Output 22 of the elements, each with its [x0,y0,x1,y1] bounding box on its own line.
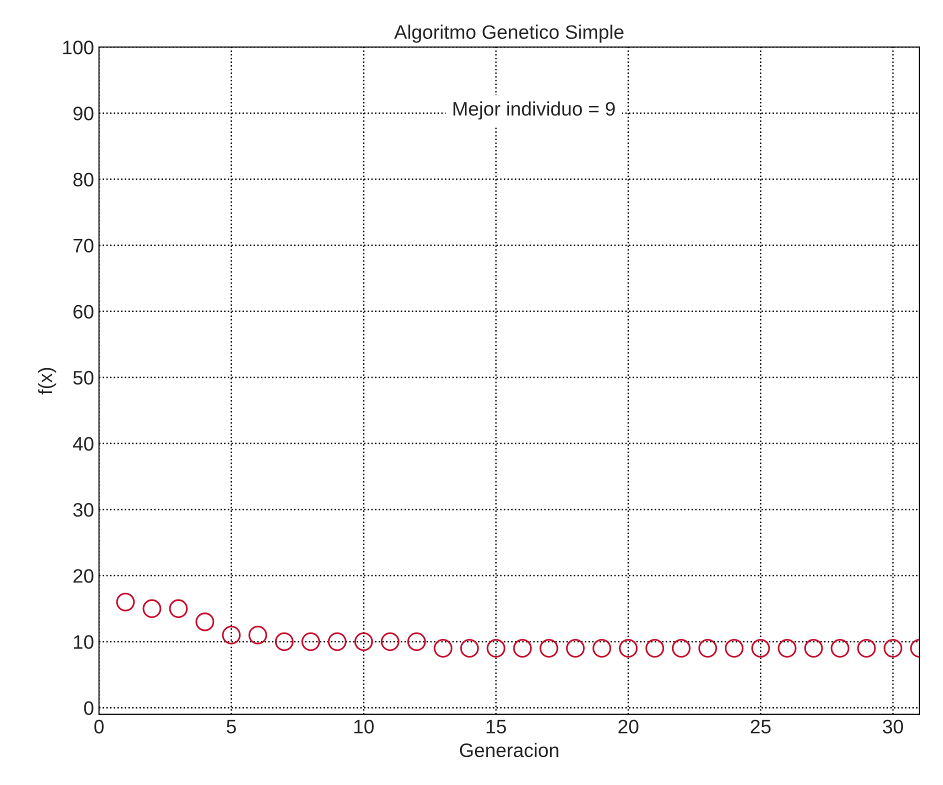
y-tick-label: 10 [74,635,94,649]
x-tick-label: 25 [750,720,771,734]
x-axis-title: Generacion [460,742,558,758]
y-tick-label: 0 [84,701,94,715]
y-tick-label: 90 [73,106,94,120]
x-tick-label: 20 [618,720,638,734]
y-tick-label: 80 [73,172,94,186]
y-tick-label: 20 [74,569,94,583]
y-tick-label: 60 [74,304,94,319]
y-tick-label: 70 [74,238,94,253]
y-tick-label: 40 [72,436,94,451]
annotation: Mejor individuo = 9 [454,101,615,120]
x-tick-label: 15 [486,720,506,734]
y-tick-label: 50 [73,370,94,385]
y-tick-label: 100 [63,40,94,54]
y-tick-label: 30 [73,503,94,517]
x-tick-label: 10 [354,720,374,734]
x-tick-label: 0 [94,720,104,734]
y-axis-title: f(x) [38,368,56,394]
chart-title: Algoritmo Genetico Simple [394,24,624,43]
x-tick-label: 5 [226,720,236,734]
x-tick-label: 30 [882,720,904,734]
